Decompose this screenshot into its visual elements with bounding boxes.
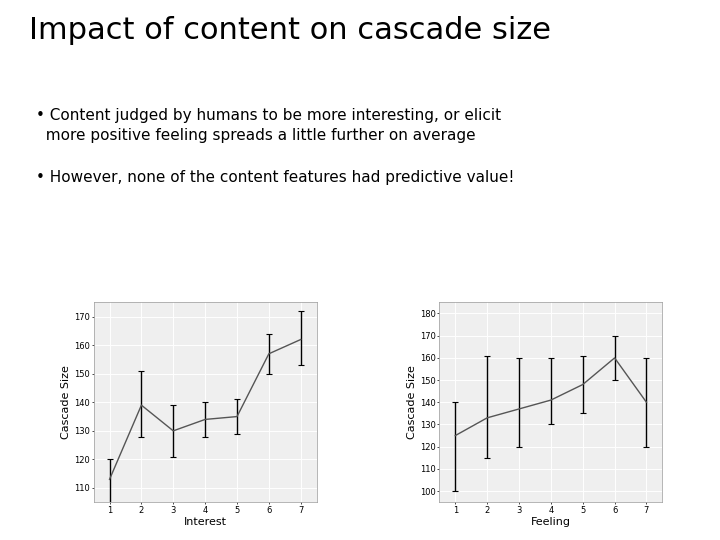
Text: Impact of content on cascade size: Impact of content on cascade size bbox=[29, 16, 551, 45]
Text: • Content judged by humans to be more interesting, or elicit
  more positive fee: • Content judged by humans to be more in… bbox=[36, 108, 501, 143]
X-axis label: Interest: Interest bbox=[184, 517, 227, 528]
Y-axis label: Cascade Size: Cascade Size bbox=[61, 366, 71, 439]
X-axis label: Feeling: Feeling bbox=[531, 517, 571, 528]
Y-axis label: Cascade Size: Cascade Size bbox=[408, 366, 417, 439]
Text: • However, none of the content features had predictive value!: • However, none of the content features … bbox=[36, 170, 514, 185]
